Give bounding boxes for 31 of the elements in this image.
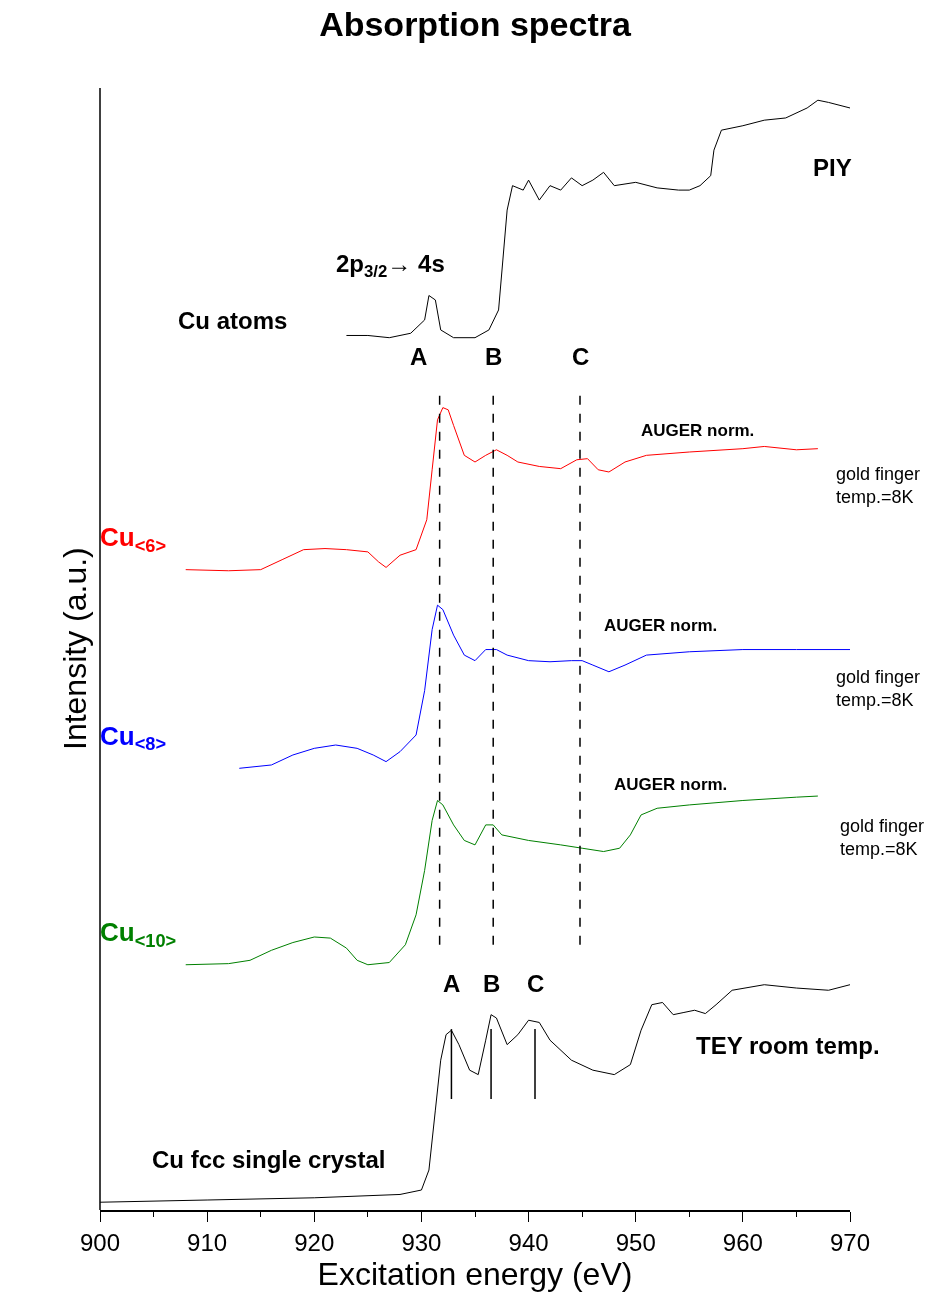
- annotation: Cu atoms: [178, 307, 288, 334]
- annotation: AUGER norm.: [641, 421, 755, 440]
- text: Cu$_{<8>}$: [100, 720, 167, 755]
- x-tick-label: 950: [615, 1228, 656, 1256]
- x-tick-label: 940: [508, 1228, 549, 1256]
- annotation: PIY: [813, 154, 852, 181]
- annotation: gold finger temp.=8K: [840, 816, 925, 860]
- chart-title: Absorption spectra: [319, 4, 632, 43]
- x-tick-label: 910: [187, 1228, 228, 1256]
- x-tick-label: 970: [829, 1228, 871, 1256]
- ref-line-label: A: [443, 970, 461, 997]
- series-label: Cu$_{<6>}$: [100, 522, 167, 556]
- annotation: AUGER norm.: [604, 616, 718, 635]
- x-axis-title: Excitation energy (eV): [317, 1255, 633, 1292]
- x-tick-label: 960: [722, 1228, 763, 1256]
- ref-line-label: C: [527, 970, 545, 997]
- annotation: AUGER norm.: [614, 775, 728, 794]
- annotation: TEY room temp.: [696, 1032, 880, 1059]
- ref-line-label: B: [483, 970, 501, 997]
- x-tick-label: 920: [294, 1228, 335, 1256]
- ref-line-label: A: [410, 343, 428, 370]
- ref-line-label: B: [485, 343, 503, 370]
- annotation: gold finger temp.=8K: [836, 667, 921, 711]
- ref-line-label: C: [572, 343, 590, 370]
- annotation: 2p$_{3/2}$→ 4s: [336, 250, 445, 282]
- x-tick-label: 900: [79, 1228, 121, 1256]
- annotation: gold finger temp.=8K: [836, 464, 921, 508]
- annotation: Cu fcc single crystal: [152, 1146, 386, 1173]
- x-tick-label: 930: [401, 1228, 442, 1256]
- y-axis-title: Intensity (a.u.): [57, 547, 93, 750]
- series-label: Cu$_{<10>}$: [100, 917, 177, 951]
